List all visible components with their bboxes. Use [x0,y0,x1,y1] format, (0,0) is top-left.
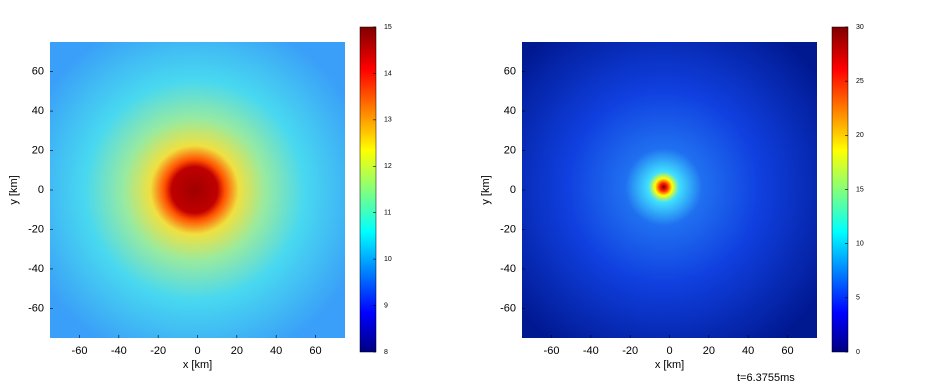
y-tick-label: 20 [504,144,516,156]
x-tick-label: 20 [703,345,715,357]
y-tick-label: 60 [504,66,516,78]
colorbar-tick-label: 9 [384,302,388,309]
y-tick-label: -60 [28,302,44,314]
colorbar-tick-label: 15 [856,186,864,193]
y-tick-label: -20 [500,223,516,235]
colorbar-tick-label: 0 [856,349,860,356]
y-tick-label: 40 [32,105,44,117]
y-axis-label: y [km] [8,175,20,204]
colorbar-tick-label: 10 [384,256,392,263]
colorbar-tick-label: 14 [384,70,392,77]
y-tick-label: -20 [28,223,44,235]
colorbar [359,26,377,353]
x-tick-label: -60 [72,345,88,357]
colorbar-tick-label: 12 [384,163,392,170]
x-tick-label: 60 [309,345,321,357]
y-tick-label: -60 [500,302,516,314]
x-tick-label: -20 [622,345,638,357]
x-tick-label: -40 [583,345,599,357]
y-tick-label: 20 [32,144,44,156]
colorbar-tick-label: 20 [856,132,864,139]
x-axis-label: x [km] [183,359,212,371]
y-tick-label: 40 [504,105,516,117]
annotation: t=6.3755ms [737,372,795,384]
x-tick-label: 20 [231,345,243,357]
x-tick-label: 0 [666,345,672,357]
colorbar-tick-label: 10 [856,241,864,248]
colorbar-tick-label: 13 [384,117,392,124]
y-tick-label: -40 [28,263,44,275]
y-axis-label: y [km] [480,175,492,204]
heatmap-image [50,42,345,338]
x-axis-label: x [km] [655,359,684,371]
x-tick-label: 60 [781,345,793,357]
x-tick-label: 0 [194,345,200,357]
y-tick-label: 0 [38,184,44,196]
x-tick-label: -20 [150,345,166,357]
colorbar-tick-label: 30 [856,24,864,31]
y-tick-label: 60 [32,66,44,78]
x-tick-label: 40 [742,345,754,357]
colorbar-tick-label: 11 [384,210,391,217]
x-tick-label: 40 [270,345,282,357]
heatmap-image [522,42,817,338]
colorbar-tick-label: 25 [856,78,864,85]
colorbar-tick-label: 5 [856,295,860,302]
colorbar-tick-label: 8 [384,349,388,356]
y-tick-label: 0 [510,184,516,196]
x-tick-label: -40 [111,345,127,357]
y-tick-label: -40 [500,263,516,275]
colorbar-tick-label: 15 [384,24,392,31]
x-tick-label: -60 [544,345,560,357]
